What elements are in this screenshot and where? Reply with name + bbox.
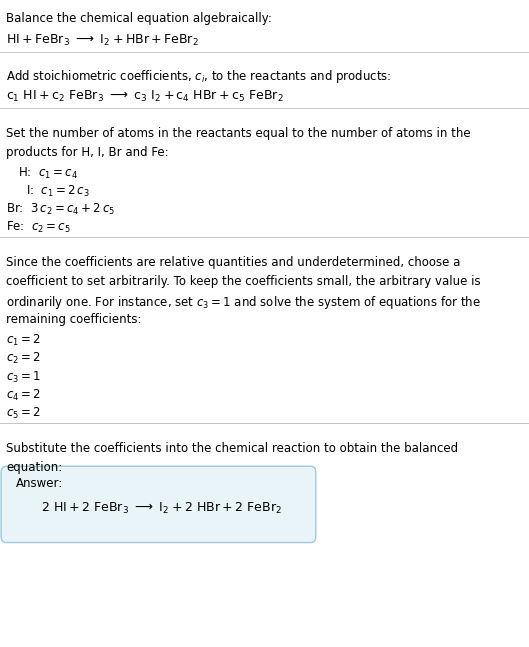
Text: $c_5 = 2$: $c_5 = 2$ bbox=[6, 406, 41, 421]
Text: $\mathrm{2\ HI + 2\ FeBr_3\ {\longrightarrow}\ I_2 + 2\ HBr + 2\ FeBr_2}$: $\mathrm{2\ HI + 2\ FeBr_3\ {\longrighta… bbox=[41, 501, 281, 516]
Text: Balance the chemical equation algebraically:: Balance the chemical equation algebraica… bbox=[6, 12, 272, 25]
FancyBboxPatch shape bbox=[1, 466, 316, 543]
Text: $c_3 = 1$: $c_3 = 1$ bbox=[6, 369, 41, 384]
Text: Add stoichiometric coefficients, $c_i$, to the reactants and products:: Add stoichiometric coefficients, $c_i$, … bbox=[6, 68, 392, 85]
Text: H:  $c_1 = c_4$: H: $c_1 = c_4$ bbox=[18, 166, 78, 181]
Text: $c_4 = 2$: $c_4 = 2$ bbox=[6, 388, 41, 402]
Text: equation:: equation: bbox=[6, 461, 62, 474]
Text: $c_2 = 2$: $c_2 = 2$ bbox=[6, 351, 41, 366]
Text: $\mathrm{c_1\ HI + c_2\ FeBr_3\ {\longrightarrow}\ c_3\ I_2 + c_4\ HBr + c_5\ Fe: $\mathrm{c_1\ HI + c_2\ FeBr_3\ {\longri… bbox=[6, 89, 284, 104]
Text: $c_1 = 2$: $c_1 = 2$ bbox=[6, 333, 41, 348]
Text: Since the coefficients are relative quantities and underdetermined, choose a: Since the coefficients are relative quan… bbox=[6, 256, 461, 269]
Text: Answer:: Answer: bbox=[16, 477, 63, 490]
Text: $\mathrm{HI + FeBr_3 \ {\longrightarrow}\ I_2 + HBr + FeBr_2}$: $\mathrm{HI + FeBr_3 \ {\longrightarrow}… bbox=[6, 32, 199, 48]
Text: coefficient to set arbitrarily. To keep the coefficients small, the arbitrary va: coefficient to set arbitrarily. To keep … bbox=[6, 275, 481, 288]
Text: Br:  $3\,c_2 = c_4 + 2\,c_5$: Br: $3\,c_2 = c_4 + 2\,c_5$ bbox=[6, 202, 115, 217]
Text: Fe:  $c_2 = c_5$: Fe: $c_2 = c_5$ bbox=[6, 220, 71, 235]
Text: Substitute the coefficients into the chemical reaction to obtain the balanced: Substitute the coefficients into the che… bbox=[6, 442, 459, 455]
Text: Set the number of atoms in the reactants equal to the number of atoms in the: Set the number of atoms in the reactants… bbox=[6, 127, 471, 140]
Text: ordinarily one. For instance, set $c_3 = 1$ and solve the system of equations fo: ordinarily one. For instance, set $c_3 =… bbox=[6, 294, 481, 311]
Text: products for H, I, Br and Fe:: products for H, I, Br and Fe: bbox=[6, 146, 169, 159]
Text: remaining coefficients:: remaining coefficients: bbox=[6, 313, 142, 326]
Text: I:  $c_1 = 2\,c_3$: I: $c_1 = 2\,c_3$ bbox=[26, 184, 90, 199]
